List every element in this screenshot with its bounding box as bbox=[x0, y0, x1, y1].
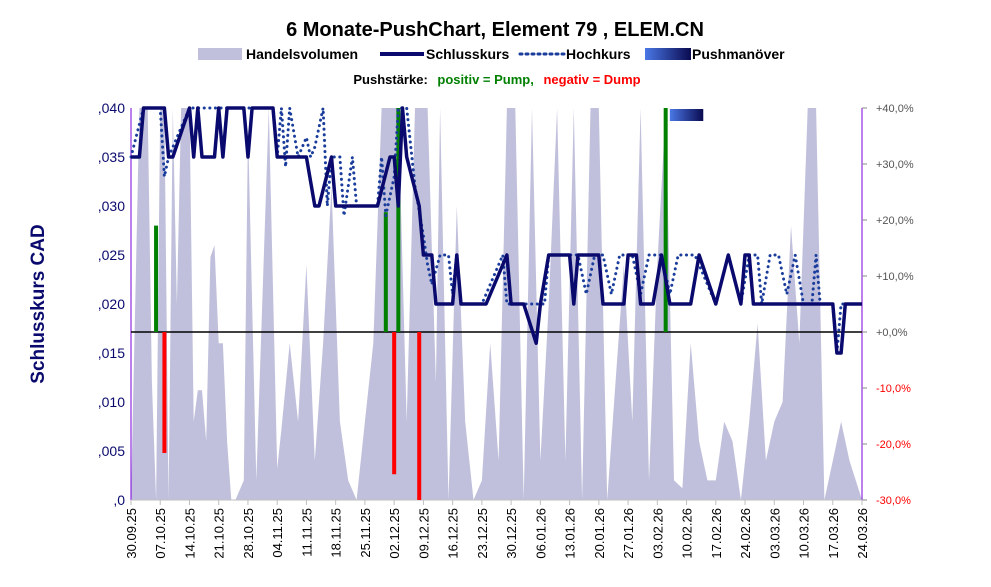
x-tick-label: 10.02.26 bbox=[680, 508, 695, 559]
high-price-line bbox=[129, 106, 864, 354]
x-tick-label: 11.11.25 bbox=[299, 508, 314, 557]
legend-label-high: Hochkurs bbox=[566, 46, 631, 62]
x-tick-label: 17.03.26 bbox=[826, 508, 841, 559]
x-tick-label: 24.02.26 bbox=[738, 508, 753, 559]
y-tick-label: ,035 bbox=[98, 149, 125, 165]
legend-swatch-volume bbox=[198, 48, 242, 60]
y-tick-label: ,015 bbox=[98, 345, 125, 361]
x-tick-label: 30.09.25 bbox=[124, 508, 139, 559]
legend-label-pushmaneuver: Pushmanöver bbox=[692, 46, 785, 62]
y2-tick-label: -20,0% bbox=[876, 439, 911, 451]
x-tick-label: 07.10.25 bbox=[153, 508, 168, 559]
x-tick-label: 24.03.26 bbox=[855, 508, 870, 559]
x-tick-label: 30.12.25 bbox=[504, 508, 519, 559]
x-tick-label: 14.10.25 bbox=[182, 508, 197, 559]
x-tick-label: 03.02.26 bbox=[650, 508, 665, 559]
x-tick-label: 25.11.25 bbox=[358, 508, 373, 558]
y-tick-label: ,010 bbox=[98, 394, 125, 410]
legend-label-volume: Handelsvolumen bbox=[246, 46, 358, 62]
y2-tick-label: +40,0% bbox=[876, 103, 914, 115]
y-tick-label: ,025 bbox=[98, 247, 125, 263]
y2-tick-label: -10,0% bbox=[876, 383, 911, 395]
chart-title: 6 Monate-PushChart, Element 79 , ELEM.CN bbox=[286, 19, 704, 41]
y-tick-label: ,040 bbox=[98, 100, 125, 116]
x-tick-label: 03.03.26 bbox=[767, 508, 782, 559]
push-bar-dump bbox=[392, 332, 397, 475]
push-bar-pump bbox=[383, 212, 388, 332]
y-tick-label: ,005 bbox=[98, 443, 125, 459]
y-axis-label: Schlusskurs CAD bbox=[28, 224, 49, 383]
x-tick-label: 18.11.25 bbox=[329, 508, 344, 558]
push-bar-dump bbox=[162, 332, 167, 453]
x-tick-label: 06.01.26 bbox=[533, 508, 548, 559]
y2-tick-label: +0,0% bbox=[876, 327, 908, 339]
push-bar-pump bbox=[396, 108, 401, 332]
y-tick-label: ,030 bbox=[98, 198, 125, 214]
x-tick-label: 16.12.25 bbox=[446, 508, 461, 559]
x-tick-label: 21.10.25 bbox=[212, 508, 227, 559]
push-negative-label: negativ = Dump bbox=[543, 72, 640, 87]
x-tick-label: 13.01.26 bbox=[563, 508, 578, 559]
push-bar-pump bbox=[154, 225, 159, 332]
x-tick-label: 20.01.26 bbox=[592, 508, 607, 559]
x-tick-label: 23.12.25 bbox=[475, 508, 490, 559]
y2-tick-label: +30,0% bbox=[876, 159, 914, 171]
x-tick-label: 10.03.26 bbox=[797, 508, 812, 559]
push-bar-pump bbox=[663, 108, 668, 332]
push-strength-legend: Pushstärke: positiv = Pump, negativ = Du… bbox=[353, 72, 640, 87]
y2-tick-label: -30,0% bbox=[876, 495, 911, 507]
x-tick-label: 17.02.26 bbox=[709, 508, 724, 559]
push-positive-label: positiv = Pump, bbox=[437, 72, 533, 87]
x-tick-label: 09.12.25 bbox=[416, 508, 431, 559]
volume-area bbox=[131, 108, 862, 500]
y2-tick-label: +20,0% bbox=[876, 215, 914, 227]
y-tick-label: ,0 bbox=[113, 492, 125, 508]
legend: Handelsvolumen Schlusskurs Hochkurs Push… bbox=[198, 46, 785, 62]
y-tick-label: ,020 bbox=[98, 296, 125, 312]
y2-tick-label: +10,0% bbox=[876, 271, 914, 283]
x-tick-label: 28.10.25 bbox=[241, 508, 256, 559]
x-tick-label: 27.01.26 bbox=[621, 508, 636, 559]
push-maneuver-marker bbox=[669, 109, 704, 121]
push-strength-label: Pushstärke: bbox=[353, 72, 427, 87]
legend-swatch-pushmaneuver bbox=[645, 48, 691, 60]
x-tick-label: 02.12.25 bbox=[387, 508, 402, 559]
legend-label-close: Schlusskurs bbox=[426, 46, 509, 62]
push-bar-dump bbox=[417, 332, 422, 500]
close-price-line bbox=[131, 106, 862, 355]
x-tick-label: 04.11.25 bbox=[270, 508, 285, 558]
